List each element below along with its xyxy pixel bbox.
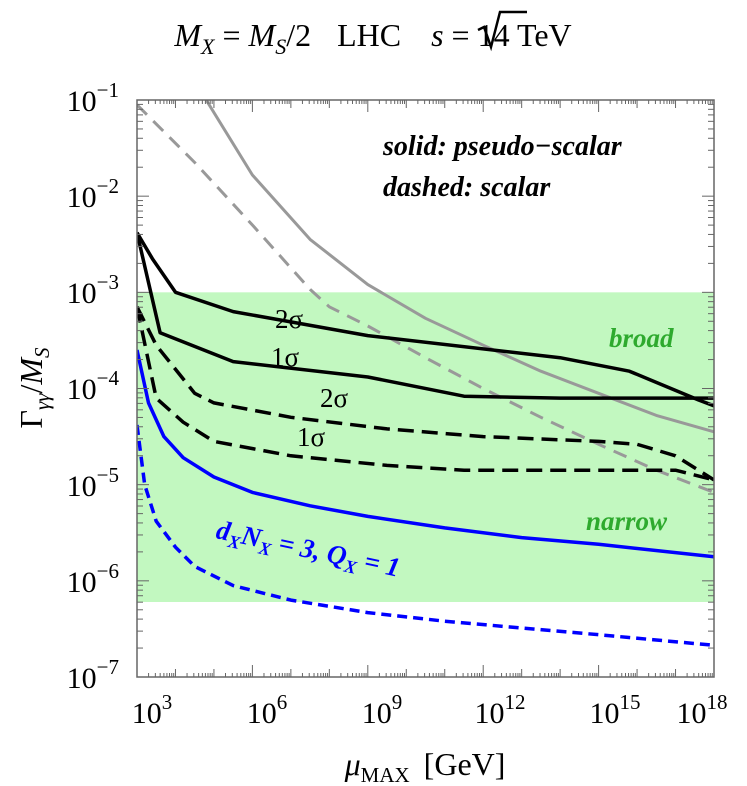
sigma-label-2-solid: 2σ	[275, 304, 304, 334]
y-tick-label: 10−5	[67, 463, 119, 503]
chart-title: MX = MS/2 LHC s = 14 TeV	[173, 17, 571, 59]
y-tick-label: 10−3	[67, 270, 119, 310]
x-tick-label: 109	[362, 690, 403, 730]
series-gray-solid	[204, 100, 714, 434]
sigma-label-1-dashed: 1σ	[297, 422, 326, 452]
x-tick-label: 103	[132, 690, 173, 730]
series-blue-dashed	[137, 424, 714, 648]
x-tick-labels: 103 106 109 1012 1015 1018	[132, 690, 728, 730]
sigma-label-2-dashed: 2σ	[320, 383, 349, 413]
x-axis-label: μMAX [GeV]	[344, 746, 506, 786]
y-tick-label: 10−4	[67, 366, 120, 406]
y-tick-labels: 10−1 10−2 10−3 10−4 10−5 10−6 10−7	[67, 78, 120, 695]
y-tick-label: 10−6	[67, 559, 119, 599]
x-tick-label: 1018	[677, 690, 728, 730]
series-black-solid-1sigma	[137, 232, 714, 400]
series-layer	[137, 100, 714, 648]
legend-solid: solid: pseudo−scalar	[382, 131, 623, 162]
band-label-broad: broad	[609, 323, 674, 353]
sqrt-symbol	[477, 10, 527, 52]
series-black-dashed-1sigma	[137, 306, 714, 482]
series-gray-dashed	[137, 103, 714, 494]
y-axis-label: Γγγ/MS	[13, 347, 54, 429]
legend-dashed: dashed: scalar	[383, 172, 551, 203]
y-tick-label: 10−7	[67, 655, 119, 695]
x-tick-label: 1012	[475, 690, 526, 730]
series-black-solid-2sigma	[137, 231, 714, 408]
x-tick-label: 106	[247, 690, 288, 730]
tick-layer	[136, 100, 714, 678]
y-tick-label: 10−2	[67, 174, 119, 214]
x-tick-label: 1015	[590, 690, 641, 730]
y-tick-label: 10−1	[67, 78, 119, 118]
sigma-label-1-solid: 1σ	[271, 342, 300, 372]
series-black-dashed-2sigma	[137, 306, 714, 482]
band-label-narrow: narrow	[586, 506, 668, 536]
series-blue-solid	[137, 349, 714, 559]
